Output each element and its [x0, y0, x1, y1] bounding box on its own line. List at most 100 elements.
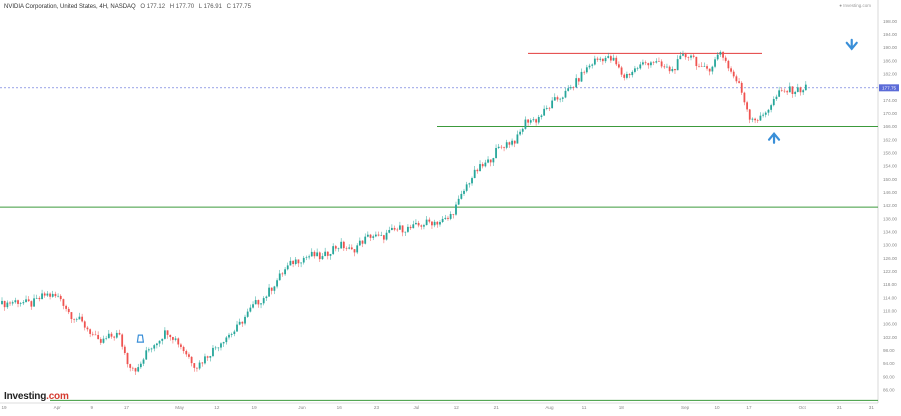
candle-body	[329, 253, 332, 256]
candle-body	[366, 234, 369, 237]
candle-body	[17, 300, 19, 304]
y-tick-label: 138.00	[883, 216, 897, 221]
y-tick-label: 154.00	[883, 164, 897, 169]
y-tick-label: 110.00	[883, 308, 897, 313]
ohlc-open: O 177.12	[140, 4, 166, 10]
candle-body	[567, 88, 570, 91]
candle-body	[115, 332, 118, 338]
x-tick-label: 11	[582, 405, 587, 410]
candle-body	[652, 62, 655, 63]
candle-body	[583, 71, 586, 73]
candle-body	[3, 300, 6, 308]
x-tick-label: 21	[494, 405, 500, 410]
event-marker-icon	[136, 334, 145, 343]
candle-body	[642, 62, 644, 65]
candle-body	[364, 236, 367, 244]
y-tick-label: 126.00	[883, 256, 897, 261]
ohlc-low: L 176.91	[198, 4, 222, 10]
candle-body	[67, 308, 70, 313]
candle-body	[350, 247, 353, 250]
candle-body	[623, 74, 626, 78]
candle-body	[719, 51, 722, 55]
x-tick-label: 12	[454, 405, 460, 410]
y-tick-label: 150.00	[883, 177, 897, 182]
candle-body	[30, 301, 33, 307]
candle-body	[724, 57, 727, 61]
x-tick-label: 19	[252, 405, 258, 410]
candle-body	[722, 51, 724, 58]
chart-header: NVIDIA Corporation, United States, 4H, N…	[4, 4, 254, 10]
candle-body	[27, 299, 30, 302]
candle-body	[423, 225, 425, 227]
candle-body	[794, 91, 797, 94]
candle-body	[209, 356, 212, 358]
candle-body	[134, 368, 137, 372]
candle-body	[196, 367, 198, 369]
last-price-tag	[879, 84, 899, 92]
candle-body	[487, 159, 489, 163]
candle-body	[155, 343, 158, 346]
candle-body	[740, 82, 743, 93]
candle-body	[396, 229, 399, 231]
candle-body	[473, 169, 476, 179]
candle-body	[682, 54, 684, 56]
candle-body	[126, 353, 129, 365]
ohlc-close: C 177.75	[226, 4, 251, 10]
candle-body	[543, 108, 546, 116]
x-tick-label: May	[175, 405, 184, 410]
candle-body	[54, 293, 57, 297]
candle-body	[310, 251, 313, 257]
brand-suffix: .com	[46, 391, 69, 402]
candle-body	[609, 56, 612, 61]
candle-body	[746, 102, 748, 110]
candle-body	[658, 61, 660, 62]
candle-body	[374, 234, 377, 237]
candle-body	[631, 71, 634, 76]
y-tick-label: 122.00	[883, 269, 897, 274]
candle-body	[147, 349, 150, 351]
candle-body	[377, 234, 380, 236]
candle-body	[564, 90, 567, 98]
candle-body	[596, 58, 599, 60]
candle-body	[38, 297, 41, 300]
candle-body	[97, 335, 100, 340]
candle-body	[284, 269, 286, 275]
x-tick-label: 18	[619, 405, 625, 410]
candle-body	[460, 193, 463, 199]
candle-body	[561, 97, 564, 99]
x-tick-label: 10	[714, 405, 720, 410]
watermark-note: ● Investing.com	[839, 3, 871, 8]
last-price-label: 177.75	[882, 86, 896, 91]
candle-body	[431, 221, 433, 226]
candle-body	[161, 338, 164, 341]
candle-body	[113, 336, 116, 338]
y-tick-label: 94.00	[883, 361, 895, 366]
x-tick-label: 17	[746, 405, 752, 410]
candle-body	[615, 57, 618, 65]
candle-body	[198, 362, 201, 369]
candle-body	[385, 232, 388, 240]
candle-body	[129, 364, 132, 368]
candle-body	[647, 63, 650, 66]
candle-body	[551, 100, 554, 109]
candle-body	[503, 147, 505, 148]
candle-body	[401, 225, 404, 233]
candle-body	[444, 217, 447, 219]
candle-body	[19, 303, 22, 304]
candle-body	[388, 230, 391, 233]
x-tick-label: 17	[124, 405, 130, 410]
y-tick-label: 142.00	[883, 203, 897, 208]
x-tick-label: 31	[869, 405, 875, 410]
y-tick-label: 146.00	[883, 190, 897, 195]
candle-body	[415, 222, 417, 225]
y-tick-label: 194.00	[883, 32, 897, 37]
candle-body	[505, 142, 508, 148]
candle-body	[137, 367, 140, 372]
candle-body	[121, 334, 124, 347]
candle-body	[62, 299, 65, 306]
candle-body	[655, 61, 658, 63]
candle-body	[716, 54, 719, 60]
candle-body	[102, 338, 105, 343]
